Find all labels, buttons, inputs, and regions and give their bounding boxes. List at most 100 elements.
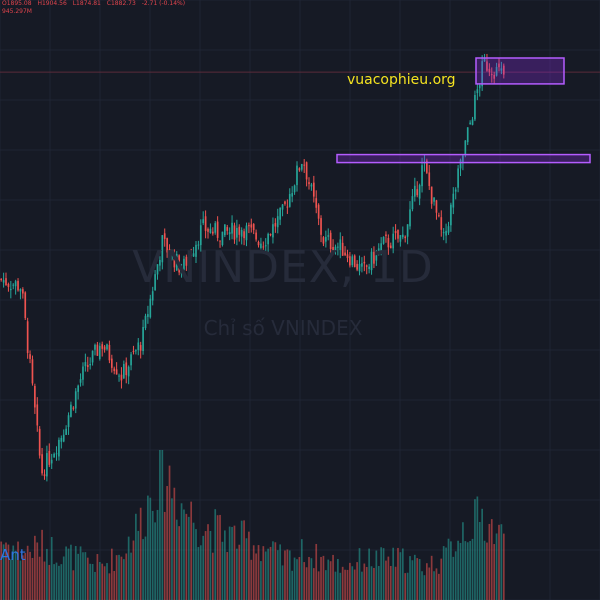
candle-body <box>438 215 440 217</box>
candle-body <box>413 185 416 197</box>
volume-bar <box>276 550 279 600</box>
candle-body <box>0 278 3 280</box>
resistance-zone[interactable] <box>336 153 591 164</box>
candle-body <box>204 216 207 231</box>
candle-body <box>233 225 236 240</box>
volume-bar <box>291 570 294 600</box>
candle-body <box>147 314 149 317</box>
volume-bar <box>183 509 185 600</box>
volume-bar <box>199 545 202 600</box>
candle-body <box>48 450 51 465</box>
candle-body <box>115 369 118 375</box>
candle-body <box>180 270 183 274</box>
consolidation-zone[interactable] <box>475 57 565 85</box>
volume-bar <box>163 511 166 600</box>
volume-bar <box>459 542 462 600</box>
candle-body <box>300 163 303 170</box>
candle-body <box>430 186 433 204</box>
volume-bar <box>274 542 277 600</box>
candle-body <box>178 255 180 273</box>
volume-bar <box>329 561 332 600</box>
volume-bar <box>264 551 267 600</box>
volume-bar <box>38 556 41 600</box>
volume-bar <box>82 552 84 600</box>
volume-bar <box>123 559 125 600</box>
candle-body <box>53 453 55 458</box>
volume-bar <box>89 563 92 600</box>
volume-bar <box>452 556 455 600</box>
candle-body <box>303 164 306 166</box>
candle-body <box>231 222 233 234</box>
volume-bar <box>498 524 500 600</box>
candle-body <box>65 428 67 435</box>
volume-bar <box>101 563 104 600</box>
volume-bar <box>175 519 178 600</box>
volume-bar <box>363 563 366 600</box>
volume-bar <box>115 555 118 600</box>
candle-body <box>161 235 164 263</box>
volume-bar <box>94 571 96 600</box>
candle-body <box>363 261 366 264</box>
volume-bar <box>238 544 241 600</box>
volume-bar <box>370 566 373 600</box>
candle-body <box>442 232 445 234</box>
volume-bar <box>413 554 416 600</box>
volume-bar <box>279 544 281 600</box>
candle-body <box>257 241 260 246</box>
candle-body <box>315 198 318 208</box>
volume-bar <box>462 522 464 600</box>
volume-bar <box>308 556 310 600</box>
volume-bar <box>55 562 58 600</box>
volume-bar <box>149 497 152 600</box>
candle-body <box>325 236 327 242</box>
candle-body <box>454 189 457 192</box>
volume-bar <box>226 552 229 600</box>
volume-bar <box>46 548 48 600</box>
candle-body <box>185 256 188 266</box>
candle-body <box>380 243 382 252</box>
candle-body <box>483 58 486 62</box>
volume-bar <box>58 565 60 600</box>
candle-body <box>490 74 493 76</box>
candle-body <box>127 366 130 377</box>
candle-body <box>214 223 217 233</box>
volume-bar <box>298 557 301 600</box>
candle-body <box>110 358 113 368</box>
candle-body <box>171 251 173 260</box>
volume-bar <box>202 535 205 600</box>
candle-body <box>452 193 455 208</box>
volume-bar <box>67 548 70 600</box>
volume-bar <box>493 544 496 600</box>
candle-body <box>450 204 452 226</box>
volume-bar <box>385 560 387 600</box>
candle-body <box>260 243 262 248</box>
candle-body <box>236 228 238 238</box>
volume-bar <box>86 557 89 600</box>
volume-bar <box>312 568 315 600</box>
volume-bar <box>500 524 503 600</box>
volume-bar <box>19 560 22 600</box>
candle-body <box>60 437 63 442</box>
volume-bar <box>113 571 116 600</box>
candle-body <box>495 66 498 76</box>
candle-body <box>139 345 142 351</box>
volume-bar <box>231 527 233 600</box>
volume-bar <box>195 529 197 600</box>
candle-body <box>394 230 397 234</box>
volume-bar <box>84 552 87 600</box>
candle-body <box>2 280 5 283</box>
low-value: L1874.81 <box>72 0 101 7</box>
volume-bar <box>332 554 334 600</box>
candle-body <box>466 127 469 143</box>
volume-bar <box>173 487 176 600</box>
volume-bar <box>394 566 397 600</box>
volume-bar <box>339 572 342 600</box>
volume-bar <box>228 526 231 600</box>
volume-bar <box>466 542 469 600</box>
candle-body <box>445 230 447 236</box>
candle-body <box>166 238 168 253</box>
candle-body <box>125 362 128 376</box>
candle-body <box>199 225 202 246</box>
